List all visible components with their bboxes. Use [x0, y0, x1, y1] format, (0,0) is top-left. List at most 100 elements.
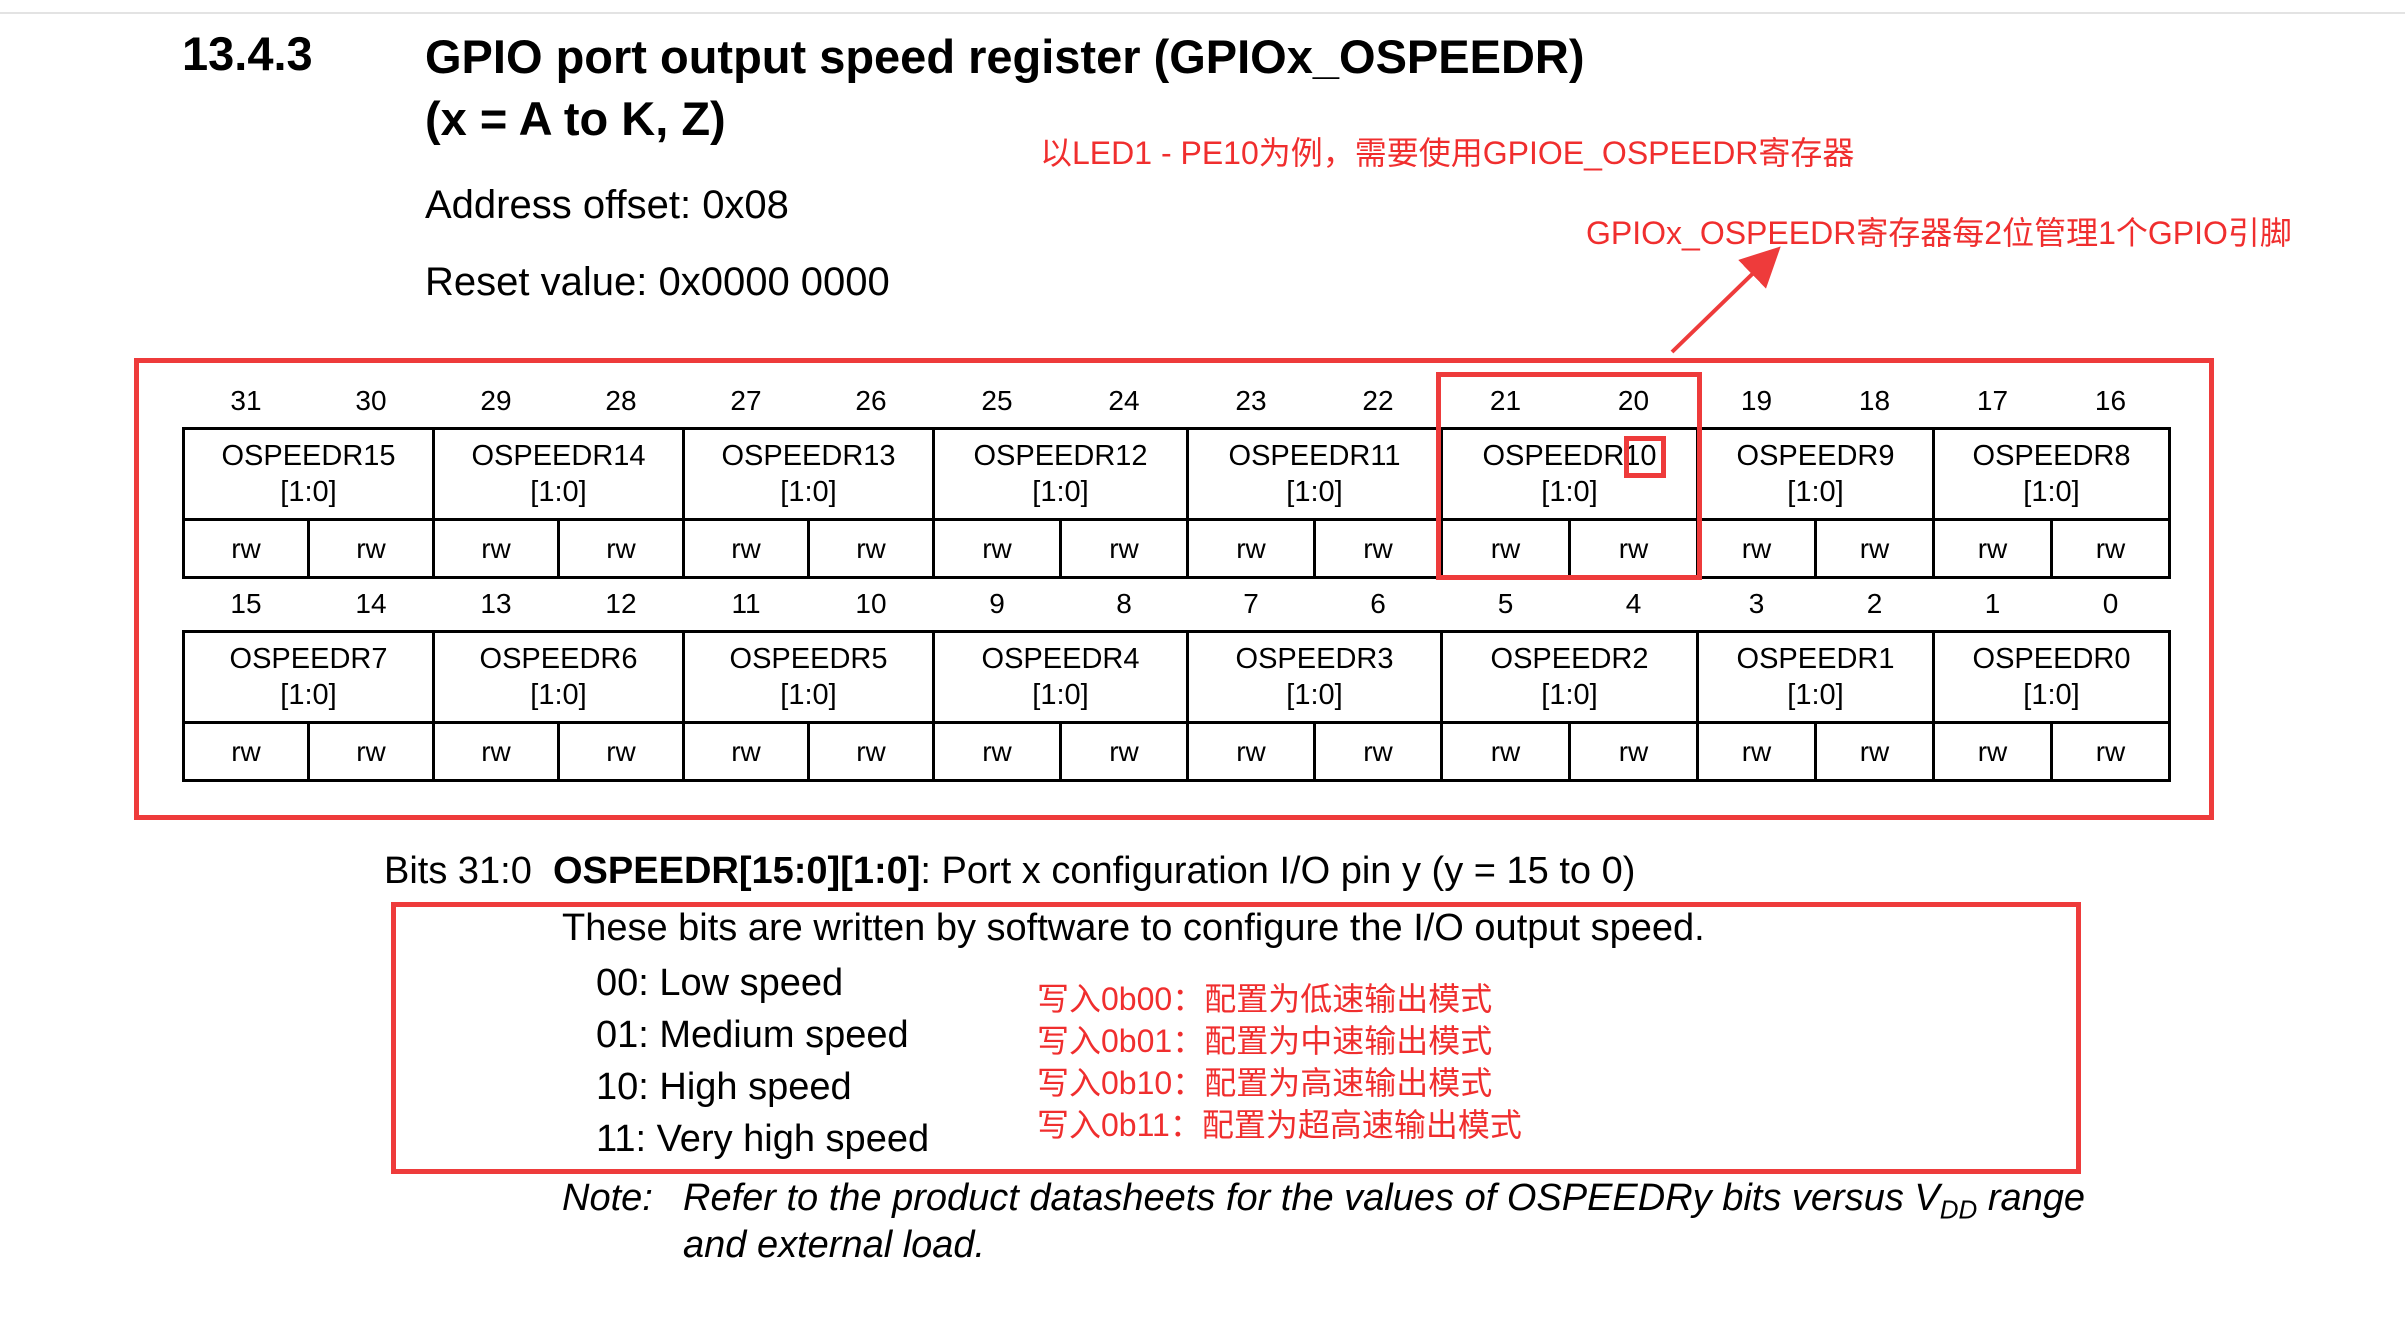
- register-field: OSPEEDR9 [1:0]: [1696, 427, 1935, 521]
- bit-number: 20: [1617, 385, 1650, 416]
- register-table-lower: 15 14 13 12 11 10 9 8 7 6 5 4 3 2 1 0 OS…: [182, 578, 2171, 782]
- access-cell: rw: [307, 721, 435, 782]
- option-01: 01: Medium speed: [596, 1014, 909, 1056]
- access-cell: rw: [1568, 518, 1699, 579]
- bit-number: 27: [730, 385, 762, 416]
- note-text: Refer to the product datasheets for the …: [683, 1177, 2086, 1225]
- address-offset: Address offset: 0x08: [425, 183, 789, 227]
- bit-number: 30: [355, 385, 387, 416]
- access-row: rw rw rw rw rw rw rw rw rw rw rw rw rw r…: [182, 518, 2171, 579]
- note-label: Note:: [562, 1177, 653, 1219]
- bit-number: 21: [1489, 385, 1522, 416]
- access-cell: rw: [2050, 721, 2171, 782]
- bit-number: 4: [1625, 588, 1642, 619]
- bit-number: 31: [230, 385, 262, 416]
- title-line-1: GPIO port output speed register (GPIOx_O…: [425, 30, 1585, 83]
- access-cell: rw: [432, 721, 560, 782]
- register-field: OSPEEDR15 [1:0]: [182, 427, 435, 521]
- two-bits-annotation: GPIOx_OSPEEDR寄存器每2位管理1个GPIO引脚: [1586, 215, 2292, 251]
- access-cell: rw: [1440, 518, 1571, 579]
- title-line-2: (x = A to K, Z): [425, 92, 726, 145]
- bit-number: 11: [731, 588, 761, 619]
- option-00: 00: Low speed: [596, 962, 844, 1004]
- access-cell: rw: [1696, 518, 1817, 579]
- bit-number: 14: [355, 588, 387, 619]
- access-cell: rw: [1313, 518, 1443, 579]
- access-cell: rw: [1313, 721, 1443, 782]
- access-cell: rw: [182, 721, 310, 782]
- write-10-annotation: 写入0b10：配置为高速输出模式: [1037, 1065, 1493, 1101]
- bit-number: 3: [1748, 588, 1765, 619]
- bits-description-line: Bits 31:0 OSPEEDR[15:0][1:0]: Port x con…: [384, 850, 1635, 893]
- bit-number: 0: [2102, 588, 2119, 619]
- access-cell: rw: [682, 721, 810, 782]
- bit-number: 22: [1362, 385, 1394, 416]
- bit-number: 7: [1243, 588, 1259, 619]
- access-cell: rw: [1568, 721, 1699, 782]
- access-cell: rw: [1059, 721, 1189, 782]
- bit-number: 9: [989, 588, 1005, 619]
- access-cell: rw: [1059, 518, 1189, 579]
- access-row: rw rw rw rw rw rw rw rw rw rw rw rw rw r…: [182, 721, 2171, 782]
- register-field: OSPEEDR4 [1:0]: [932, 630, 1189, 724]
- bit-number: 12: [605, 588, 637, 619]
- bit-number: 10: [855, 588, 887, 619]
- access-cell: rw: [1186, 721, 1316, 782]
- access-cell: rw: [557, 721, 685, 782]
- bit-number: 26: [855, 385, 887, 416]
- bit-number: 29: [480, 385, 512, 416]
- access-cell: rw: [557, 518, 685, 579]
- bits-label: Bits 31:0: [384, 850, 532, 892]
- bit-number-row: 15 14 13 12 11 10 9 8 7 6 5 4 3 2 1 0: [184, 578, 2170, 632]
- register-field: OSPEEDR6 [1:0]: [432, 630, 685, 724]
- bit-number: 28: [605, 385, 637, 416]
- pin10-highlight-box: [1624, 436, 1666, 478]
- field-name: OSPEEDR[15:0][1:0]: [553, 850, 921, 892]
- register-field: OSPEEDR11 [1:0]: [1186, 427, 1443, 521]
- access-cell: rw: [432, 518, 560, 579]
- bit-number: 19: [1740, 385, 1773, 416]
- access-cell: rw: [1814, 518, 1935, 579]
- section-number: 13.4.3: [182, 27, 313, 80]
- register-table-upper: 31 30 29 28 27 26 25 24 23 22 21 20 19 1…: [182, 375, 2171, 579]
- register-highlight-box: [134, 358, 2214, 820]
- bit-number: 16: [2094, 385, 2127, 416]
- bit-number: 18: [1858, 385, 1891, 416]
- bit-number-row: 31 30 29 28 27 26 25 24 23 22 21 20 19 1…: [184, 375, 2170, 429]
- register-field: OSPEEDR3 [1:0]: [1186, 630, 1443, 724]
- access-cell: rw: [682, 518, 810, 579]
- register-field: OSPEEDR8 [1:0]: [1932, 427, 2171, 521]
- access-cell: rw: [1932, 721, 2053, 782]
- access-cell: rw: [1440, 721, 1571, 782]
- option-10: 10: High speed: [596, 1066, 852, 1108]
- register-field: OSPEEDR12 [1:0]: [932, 427, 1189, 521]
- section-title: GPIO port output speed register (GPIOx_O…: [425, 26, 1585, 150]
- bit-number: 1: [1984, 588, 2001, 619]
- register-field: OSPEEDR1 [1:0]: [1696, 630, 1935, 724]
- access-cell: rw: [932, 518, 1062, 579]
- register-field: OSPEEDR0 [1:0]: [1932, 630, 2171, 724]
- access-cell: rw: [807, 518, 935, 579]
- register-field: OSPEEDR13 [1:0]: [682, 427, 935, 521]
- access-cell: rw: [307, 518, 435, 579]
- speed-options-highlight-box: [391, 902, 2081, 1174]
- bit-number: 23: [1235, 385, 1267, 416]
- bit-number: 17: [1976, 385, 2009, 416]
- bit-number: 6: [1370, 588, 1386, 619]
- access-cell: rw: [182, 518, 310, 579]
- bit-number: 13: [480, 588, 512, 619]
- field-name-row: OSPEEDR7 [1:0] OSPEEDR6 [1:0] OSPEEDR5 [1:0…: [182, 630, 2171, 724]
- access-cell: rw: [2050, 518, 2171, 579]
- register-field: OSPEEDR2 [1:0]: [1440, 630, 1699, 724]
- access-cell: rw: [1696, 721, 1817, 782]
- option-11: 11: Very high speed: [596, 1118, 930, 1160]
- bit-number: 2: [1866, 588, 1883, 619]
- write-11-annotation: 写入0b11：配置为超高速输出模式: [1037, 1107, 1522, 1143]
- field-name-row: OSPEEDR15 [1:0] OSPEEDR14 [1:0] OSPEEDR13[…: [182, 427, 2171, 521]
- intro-text: These bits are written by software to co…: [562, 907, 1705, 949]
- bit-number: 8: [1116, 588, 1132, 619]
- bit-number: 5: [1497, 588, 1514, 619]
- write-01-annotation: 写入0b01：配置为中速输出模式: [1037, 1023, 1493, 1059]
- access-cell: rw: [1814, 721, 1935, 782]
- bit-number: 25: [981, 385, 1013, 416]
